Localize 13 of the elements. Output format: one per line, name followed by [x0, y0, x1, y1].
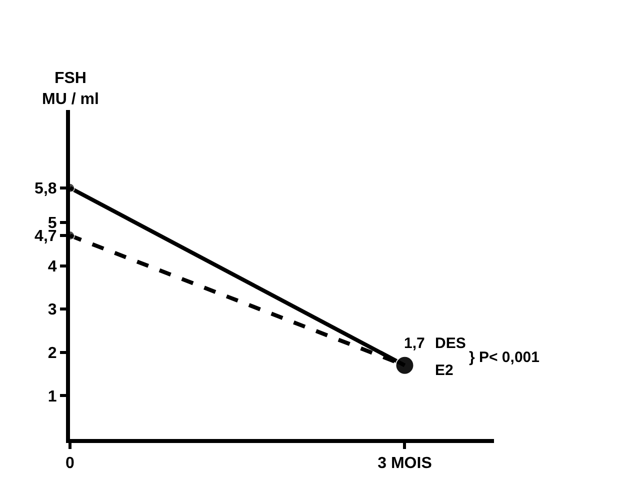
annotation: } P< 0,001	[469, 349, 540, 366]
annotation: 1,7	[404, 335, 425, 352]
series-label: DES	[435, 335, 466, 352]
x-tick-label: 0	[66, 455, 75, 472]
y-tick-label: 3	[48, 302, 57, 319]
series-label: E2	[435, 362, 454, 379]
y-tick-label: 4	[48, 258, 57, 276]
y-tick-label: 1	[48, 388, 57, 406]
y-axis-title: FSH MU / ml	[42, 70, 99, 108]
x-tick-label: 3 MOIS	[378, 455, 432, 472]
y-tick-label: 5,8	[34, 180, 57, 198]
y-tick-label: 4,7	[34, 228, 57, 246]
y-tick-label: 2	[48, 345, 57, 362]
